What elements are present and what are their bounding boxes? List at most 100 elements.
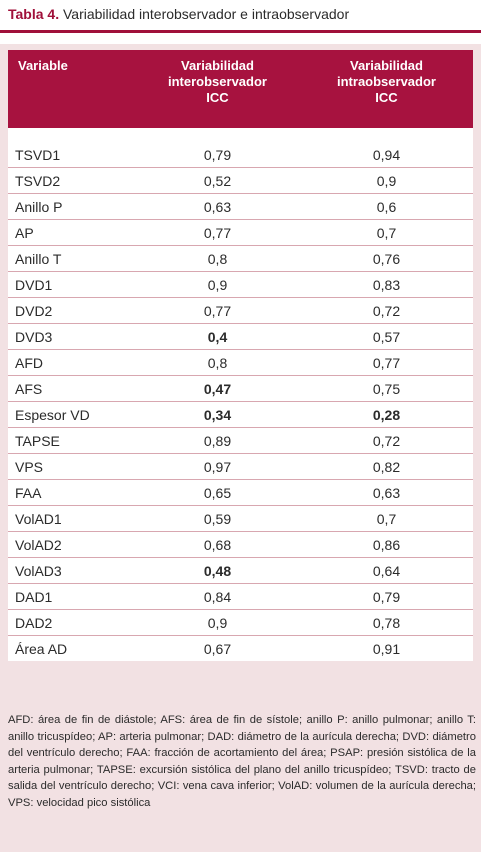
table-row: TSVD1 0,79 0,94: [8, 142, 473, 168]
cell-variable: VolAD2: [8, 531, 135, 558]
cell-inter: 0,77: [135, 297, 300, 324]
header-inter-line1: Variabilidad: [181, 58, 254, 73]
cell-intra: 0,7: [300, 219, 473, 246]
cell-inter: 0,52: [135, 167, 300, 194]
cell-inter: 0,9: [135, 271, 300, 298]
table-row: DVD3 0,4 0,57: [8, 323, 473, 350]
cell-inter: 0,9: [135, 609, 300, 636]
cell-variable: DAD1: [8, 583, 135, 610]
table-row: Anillo P 0,63 0,6: [8, 193, 473, 220]
cell-variable: DVD3: [8, 323, 135, 350]
cell-inter: 0,47: [135, 375, 300, 402]
cell-intra: 0,7: [300, 505, 473, 532]
cell-intra: 0,64: [300, 557, 473, 584]
cell-inter: 0,34: [135, 401, 300, 428]
cell-inter: 0,77: [135, 219, 300, 246]
cell-intra: 0,63: [300, 479, 473, 506]
table-row: DAD1 0,84 0,79: [8, 583, 473, 610]
table-row: VolAD3 0,48 0,64: [8, 557, 473, 584]
cell-inter: 0,4: [135, 323, 300, 350]
cell-intra: 0,83: [300, 271, 473, 298]
table-row: Espesor VD 0,34 0,28: [8, 401, 473, 428]
cell-intra: 0,6: [300, 193, 473, 220]
table-row: TSVD2 0,52 0,9: [8, 167, 473, 194]
cell-intra: 0,72: [300, 297, 473, 324]
header-inter-line3: ICC: [206, 90, 229, 105]
table-row: AFS 0,47 0,75: [8, 375, 473, 402]
cell-inter: 0,68: [135, 531, 300, 558]
cell-intra: 0,91: [300, 635, 473, 661]
header-intra-line3: ICC: [375, 90, 398, 105]
cell-intra: 0,77: [300, 349, 473, 376]
cell-inter: 0,8: [135, 245, 300, 272]
header-row: Variable Variabilidad interobservador IC…: [8, 50, 473, 128]
table-panel: Variable Variabilidad interobservador IC…: [0, 44, 481, 852]
header-inter-line2: interobservador: [168, 74, 267, 89]
header-intra-line2: intraobservador: [337, 74, 436, 89]
cell-intra: 0,82: [300, 453, 473, 480]
cell-inter: 0,79: [135, 142, 300, 168]
table-row: TAPSE 0,89 0,72: [8, 427, 473, 454]
cell-inter: 0,59: [135, 505, 300, 532]
cell-intra: 0,28: [300, 401, 473, 428]
table-row: VPS 0,97 0,82: [8, 453, 473, 480]
table-row: FAA 0,65 0,63: [8, 479, 473, 506]
cell-variable: DVD2: [8, 297, 135, 324]
cell-intra: 0,75: [300, 375, 473, 402]
header-variable: Variable: [8, 50, 135, 128]
cell-variable: FAA: [8, 479, 135, 506]
cell-variable: Área AD: [8, 635, 135, 661]
variability-table: Variable Variabilidad interobservador IC…: [8, 50, 473, 661]
cell-inter: 0,67: [135, 635, 300, 661]
cell-inter: 0,89: [135, 427, 300, 454]
table-row: Área AD 0,67 0,91: [8, 635, 473, 661]
cell-variable: Espesor VD: [8, 401, 135, 428]
cell-variable: VolAD3: [8, 557, 135, 584]
table-row: Anillo T 0,8 0,76: [8, 245, 473, 272]
cell-intra: 0,76: [300, 245, 473, 272]
cell-intra: 0,86: [300, 531, 473, 558]
cell-inter: 0,63: [135, 193, 300, 220]
table-row: AFD 0,8 0,77: [8, 349, 473, 376]
cell-inter: 0,8: [135, 349, 300, 376]
cell-variable: AFD: [8, 349, 135, 376]
table-row: VolAD2 0,68 0,86: [8, 531, 473, 558]
cell-variable: DVD1: [8, 271, 135, 298]
caption-text: Variabilidad interobservador e intraobse…: [62, 6, 350, 22]
table-row: DVD1 0,9 0,83: [8, 271, 473, 298]
cell-inter: 0,97: [135, 453, 300, 480]
table-caption: Tabla 4. Variabilidad interobservador e …: [8, 6, 349, 22]
table-footnote: AFD: área de fin de diástole; AFS: área …: [8, 714, 476, 809]
cell-variable: AFS: [8, 375, 135, 402]
cell-variable: TSVD1: [8, 142, 135, 168]
cell-intra: 0,94: [300, 142, 473, 168]
cell-variable: VPS: [8, 453, 135, 480]
cell-variable: Anillo P: [8, 193, 135, 220]
table-body: TSVD1 0,79 0,94 TSVD2 0,52 0,9 Anillo P 0,63 0,6…: [8, 128, 473, 661]
header-intra-line1: Variabilidad: [350, 58, 423, 73]
header-spacer: [8, 128, 473, 142]
table-row: AP 0,77 0,7: [8, 219, 473, 246]
table-row: VolAD1 0,59 0,7: [8, 505, 473, 532]
cell-intra: 0,72: [300, 427, 473, 454]
cell-variable: TAPSE: [8, 427, 135, 454]
caption-rule: [0, 30, 481, 33]
cell-variable: VolAD1: [8, 505, 135, 532]
cell-intra: 0,9: [300, 167, 473, 194]
cell-intra: 0,78: [300, 609, 473, 636]
cell-inter: 0,65: [135, 479, 300, 506]
header-inter: Variabilidad interobservador ICC: [135, 50, 300, 128]
cell-inter: 0,84: [135, 583, 300, 610]
cell-variable: AP: [8, 219, 135, 246]
caption-area: Tabla 4. Variabilidad interobservador e …: [0, 0, 481, 44]
cell-intra: 0,57: [300, 323, 473, 350]
header-intra: Variabilidad intraobservador ICC: [300, 50, 473, 128]
cell-variable: Anillo T: [8, 245, 135, 272]
caption-label: Tabla 4.: [8, 6, 60, 22]
cell-variable: TSVD2: [8, 167, 135, 194]
cell-intra: 0,79: [300, 583, 473, 610]
table-row: DAD2 0,9 0,78: [8, 609, 473, 636]
cell-inter: 0,48: [135, 557, 300, 584]
cell-variable: DAD2: [8, 609, 135, 636]
table-row: DVD2 0,77 0,72: [8, 297, 473, 324]
